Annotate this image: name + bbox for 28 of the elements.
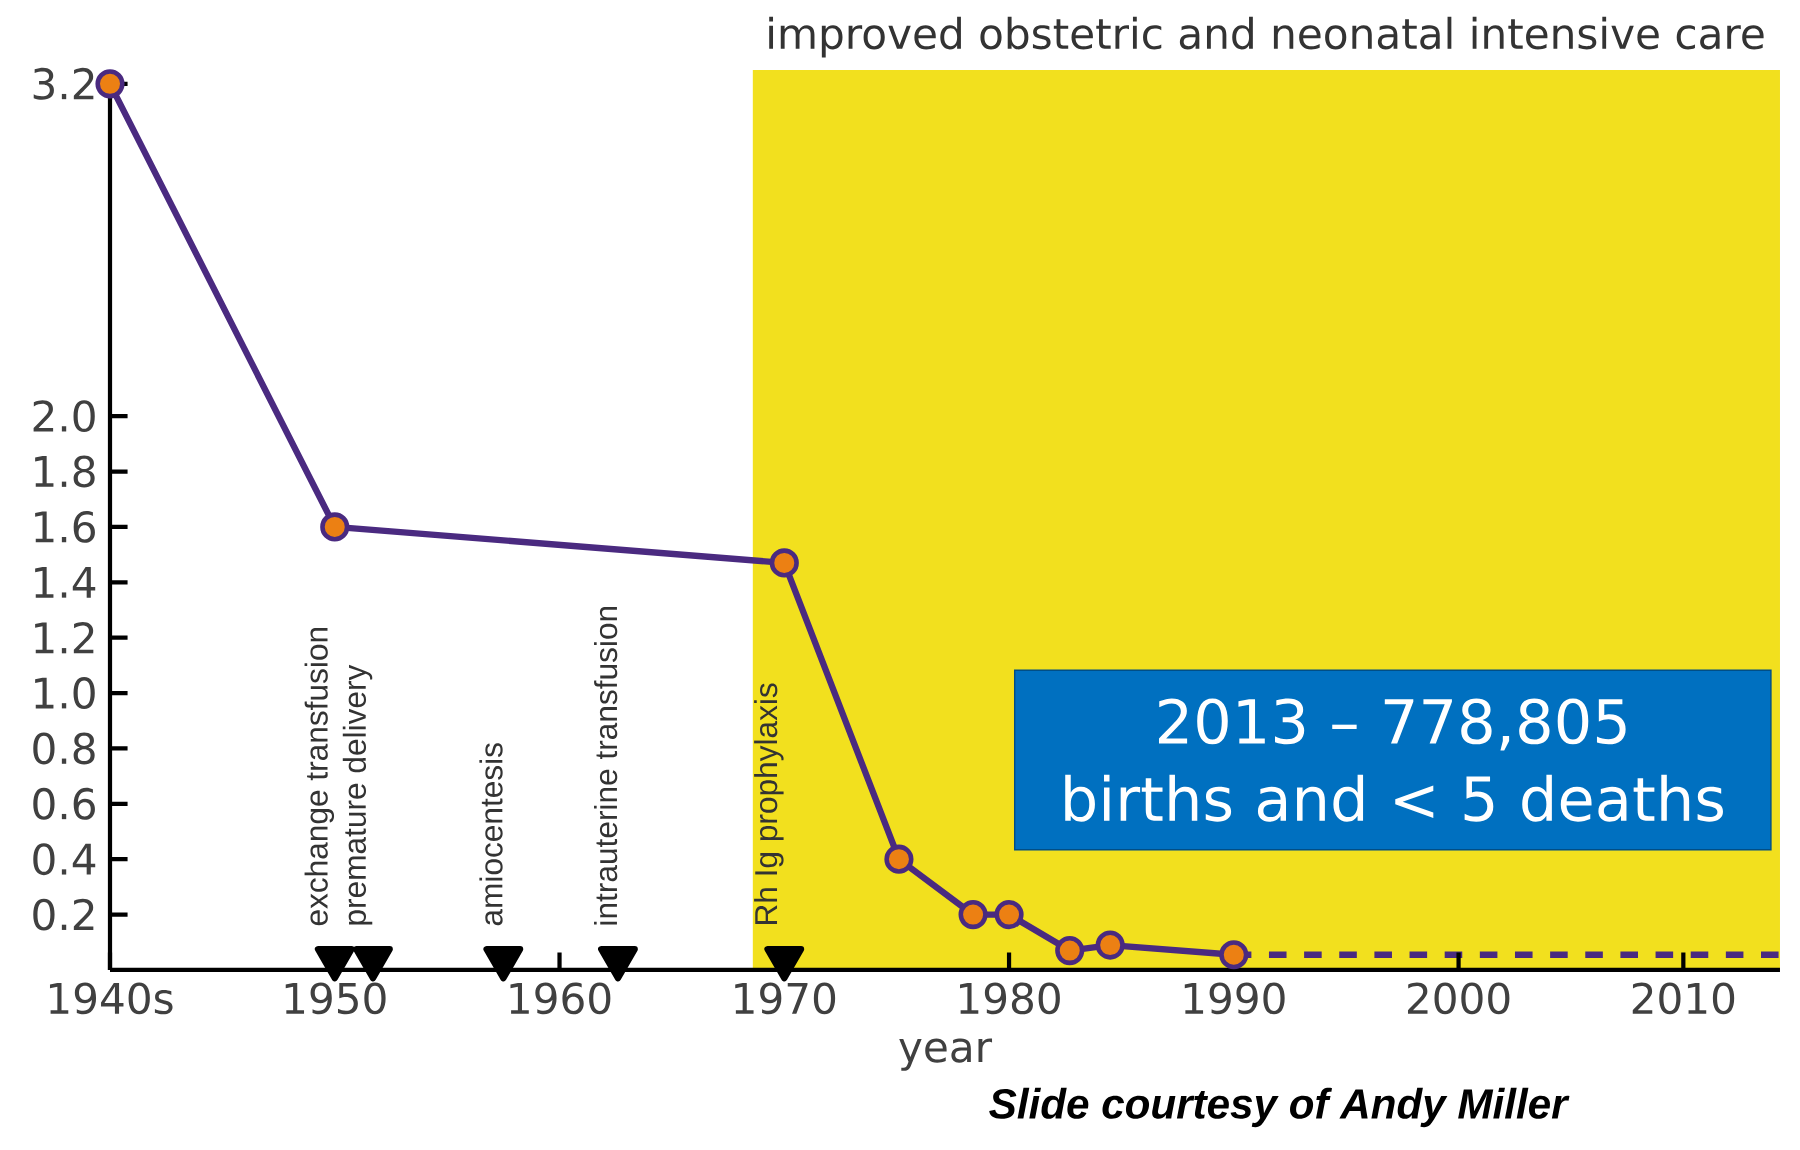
band-label: improved obstetric and neonatal intensive care bbox=[769, 16, 1764, 58]
x-tick-label: 1940s bbox=[49, 982, 173, 1015]
y-tick-label: 1.2 bbox=[35, 622, 94, 654]
annotation: intrauterine transfusion bbox=[594, 606, 618, 925]
y-tick-label: 0.6 bbox=[33, 787, 95, 820]
text: Slide courtesy of Andy Miller bbox=[989, 1087, 1570, 1128]
x-tick-label: 1990 bbox=[1184, 982, 1285, 1015]
x-tick-label: 2010 bbox=[1632, 982, 1735, 1015]
y-tick-label: 0.2 bbox=[33, 898, 94, 931]
y-tick-label: 0.8 bbox=[33, 732, 95, 765]
annotation: exchange transfusion bbox=[304, 628, 335, 926]
y-tick-label: 3.2 bbox=[33, 67, 94, 100]
y-tick-label: 1.6 bbox=[35, 510, 95, 543]
y-tick-label: 2.0 bbox=[33, 400, 95, 433]
annotation: Rh Ig prophylaxis bbox=[754, 683, 784, 924]
y-tick-label: 1.0 bbox=[35, 677, 95, 710]
annotation: amiocentesis bbox=[479, 743, 503, 926]
x-tick-label: 1960 bbox=[510, 982, 611, 1015]
x-tick-label: 2000 bbox=[1407, 982, 1510, 1015]
y-tick-label: 1.8 bbox=[35, 455, 95, 488]
x-tick-label: 1950 bbox=[285, 982, 386, 1015]
x-tick-label: 1980 bbox=[960, 982, 1060, 1015]
x-axis-title: year bbox=[899, 1038, 993, 1071]
x-tick-label: 1970 bbox=[735, 982, 836, 1015]
y-tick-label: 1.4 bbox=[35, 566, 96, 598]
annotation: 2013 – 778,805 births and < 5 deaths bbox=[1065, 698, 1723, 822]
y-tick-label: 0.4 bbox=[33, 843, 96, 876]
annotation: premature delivery bbox=[342, 664, 373, 925]
